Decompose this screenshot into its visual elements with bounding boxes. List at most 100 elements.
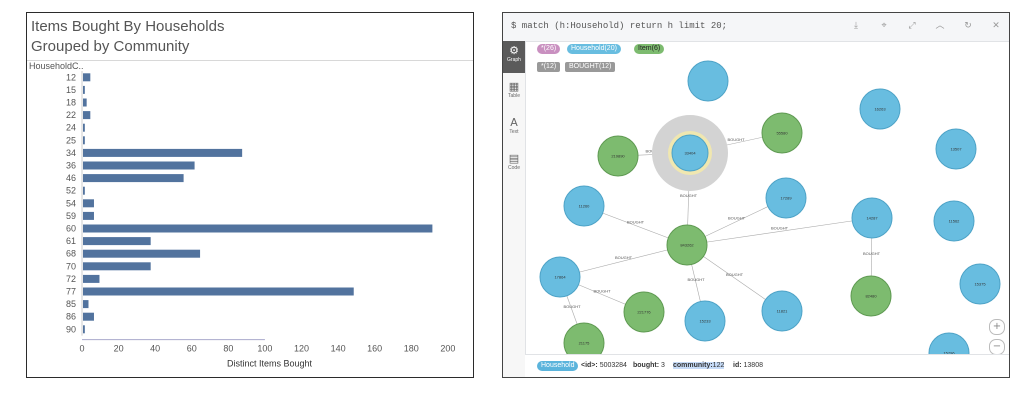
relationship-label: BOUGHT [726, 272, 744, 277]
chart-subtitle: Grouped by Community [31, 38, 190, 55]
bar [83, 85, 85, 94]
relationship-label: BOUGHT [727, 137, 745, 142]
x-tick-label: 60 [187, 344, 197, 354]
household-node[interactable] [851, 197, 893, 239]
node-label: 843262 [680, 243, 694, 248]
y-tick-label: 60 [66, 224, 76, 234]
bar [83, 312, 94, 321]
command-bar: $ match (h:Household) return h limit 20;… [503, 13, 1009, 42]
bar [83, 262, 151, 271]
x-tick-label: 40 [150, 344, 160, 354]
node-label: 219890 [611, 154, 625, 159]
pill-household[interactable]: Household(20) [567, 44, 621, 54]
relationship-label: BOUGHT [563, 304, 581, 309]
household-node[interactable] [539, 256, 581, 298]
bar [83, 287, 354, 296]
inspector-bar: Household <id>: 5003284 bought: 3 commun… [525, 354, 1009, 377]
x-tick-label: 120 [294, 344, 309, 354]
y-tick-label: 22 [66, 110, 76, 120]
y-tick-label: 77 [66, 287, 76, 297]
node-label: 11562 [949, 219, 961, 224]
household-node[interactable] [859, 88, 901, 130]
x-tick-label: 200 [440, 344, 455, 354]
node-label: 16263 [874, 107, 886, 112]
bar [83, 274, 100, 283]
y-axis-header: HouseholdC.. [29, 61, 84, 71]
y-tick-label: 46 [66, 173, 76, 183]
y-tick-label: 85 [66, 299, 76, 309]
node-label: 15796 [943, 351, 955, 356]
household-node[interactable] [761, 290, 803, 332]
sidebar-item-graph[interactable]: ⚙ Graph [503, 41, 525, 73]
sidebar-item-code[interactable]: ▤ Code [503, 149, 525, 181]
expand-icon[interactable]: ⤢ [908, 21, 916, 31]
y-tick-label: 90 [66, 324, 76, 334]
bar [83, 249, 201, 258]
status-id: <id>: 5003284 [581, 362, 627, 369]
zoom-out-button[interactable]: − [989, 339, 1005, 355]
household-node[interactable] [671, 134, 709, 172]
household-node[interactable] [687, 60, 729, 102]
item-node[interactable] [666, 224, 708, 266]
item-node[interactable] [623, 291, 665, 333]
graph-canvas[interactable]: BOUGHT BOUGHT BOUGHT BOUGHT BOUGHT BOUGHT BOUG… [525, 41, 1010, 357]
close-icon[interactable]: ✕ [992, 21, 1000, 31]
household-node[interactable] [935, 128, 977, 170]
x-tick-label: 80 [223, 344, 233, 354]
pill-all-rels[interactable]: *(12) [537, 62, 561, 72]
node-label: 82480 [865, 294, 877, 299]
household-node[interactable] [563, 185, 605, 227]
node-label: 55580 [776, 131, 788, 136]
frame-toolbar: ⤓ ⌖ ⤢ ︿ ↻ ✕ [849, 19, 1003, 33]
relationship-label: BOUGHT [593, 289, 611, 294]
pill-bought[interactable]: BOUGHT(12) [565, 62, 616, 72]
download-icon[interactable]: ⤓ [854, 21, 858, 31]
pill-item[interactable]: Item(6) [634, 44, 665, 54]
node-label: 21175 [579, 341, 591, 346]
bar-chart-panel: Items Bought By Households Grouped by Co… [26, 12, 474, 378]
y-tick-label: 68 [66, 249, 76, 259]
query-text[interactable]: $ match (h:Household) return h limit 20; [511, 21, 728, 31]
household-node[interactable] [684, 300, 726, 342]
rerun-icon[interactable]: ↻ [964, 21, 972, 31]
bar [83, 211, 94, 220]
sidebar-item-text[interactable]: A Text [503, 113, 525, 145]
sidebar-item-table[interactable]: ▦ Table [503, 77, 525, 109]
collapse-icon[interactable]: ︿ [935, 21, 945, 31]
y-tick-label: 18 [66, 98, 76, 108]
bar [83, 111, 91, 120]
bar [83, 224, 433, 233]
bar [83, 325, 85, 334]
table-icon: ▦ [508, 80, 520, 93]
node-label: 33404 [684, 151, 696, 156]
bar [83, 237, 151, 246]
item-node[interactable] [761, 112, 803, 154]
bar [83, 174, 184, 183]
y-tick-label: 72 [66, 274, 76, 284]
node-label: 14287 [866, 216, 878, 221]
household-node[interactable] [928, 332, 970, 357]
status-household-id: id: 13808 [733, 362, 763, 369]
node-label: 13507 [950, 147, 962, 152]
title-divider [27, 60, 473, 61]
pin-icon[interactable]: ⌖ [881, 21, 887, 31]
status-label-tag[interactable]: Household [537, 361, 579, 371]
x-tick-label: 100 [257, 344, 272, 354]
item-node[interactable] [850, 275, 892, 317]
household-node[interactable] [933, 200, 975, 242]
relationship-label: BOUGHT [728, 216, 746, 221]
x-tick-label: 140 [331, 344, 346, 354]
item-node[interactable] [563, 322, 605, 357]
relationship-label: BOUGHT [687, 277, 705, 282]
zoom-in-button[interactable]: + [989, 319, 1005, 335]
graph-icon: ⚙ [509, 44, 519, 57]
status-community: community:122 [673, 362, 725, 369]
bar-chart: HouseholdC..12 15 18 22 24 25 34 36 46 52 54 59 60 61… [29, 61, 455, 369]
household-node[interactable] [959, 263, 1001, 305]
pill-all-nodes[interactable]: *(26) [537, 44, 561, 54]
view-sidebar: ⚙ Graph ▦ Table A Text ▤ Code [503, 41, 526, 377]
household-node[interactable] [765, 177, 807, 219]
item-node[interactable] [597, 135, 639, 177]
node-label: 17864 [554, 275, 566, 280]
bar [83, 73, 91, 82]
